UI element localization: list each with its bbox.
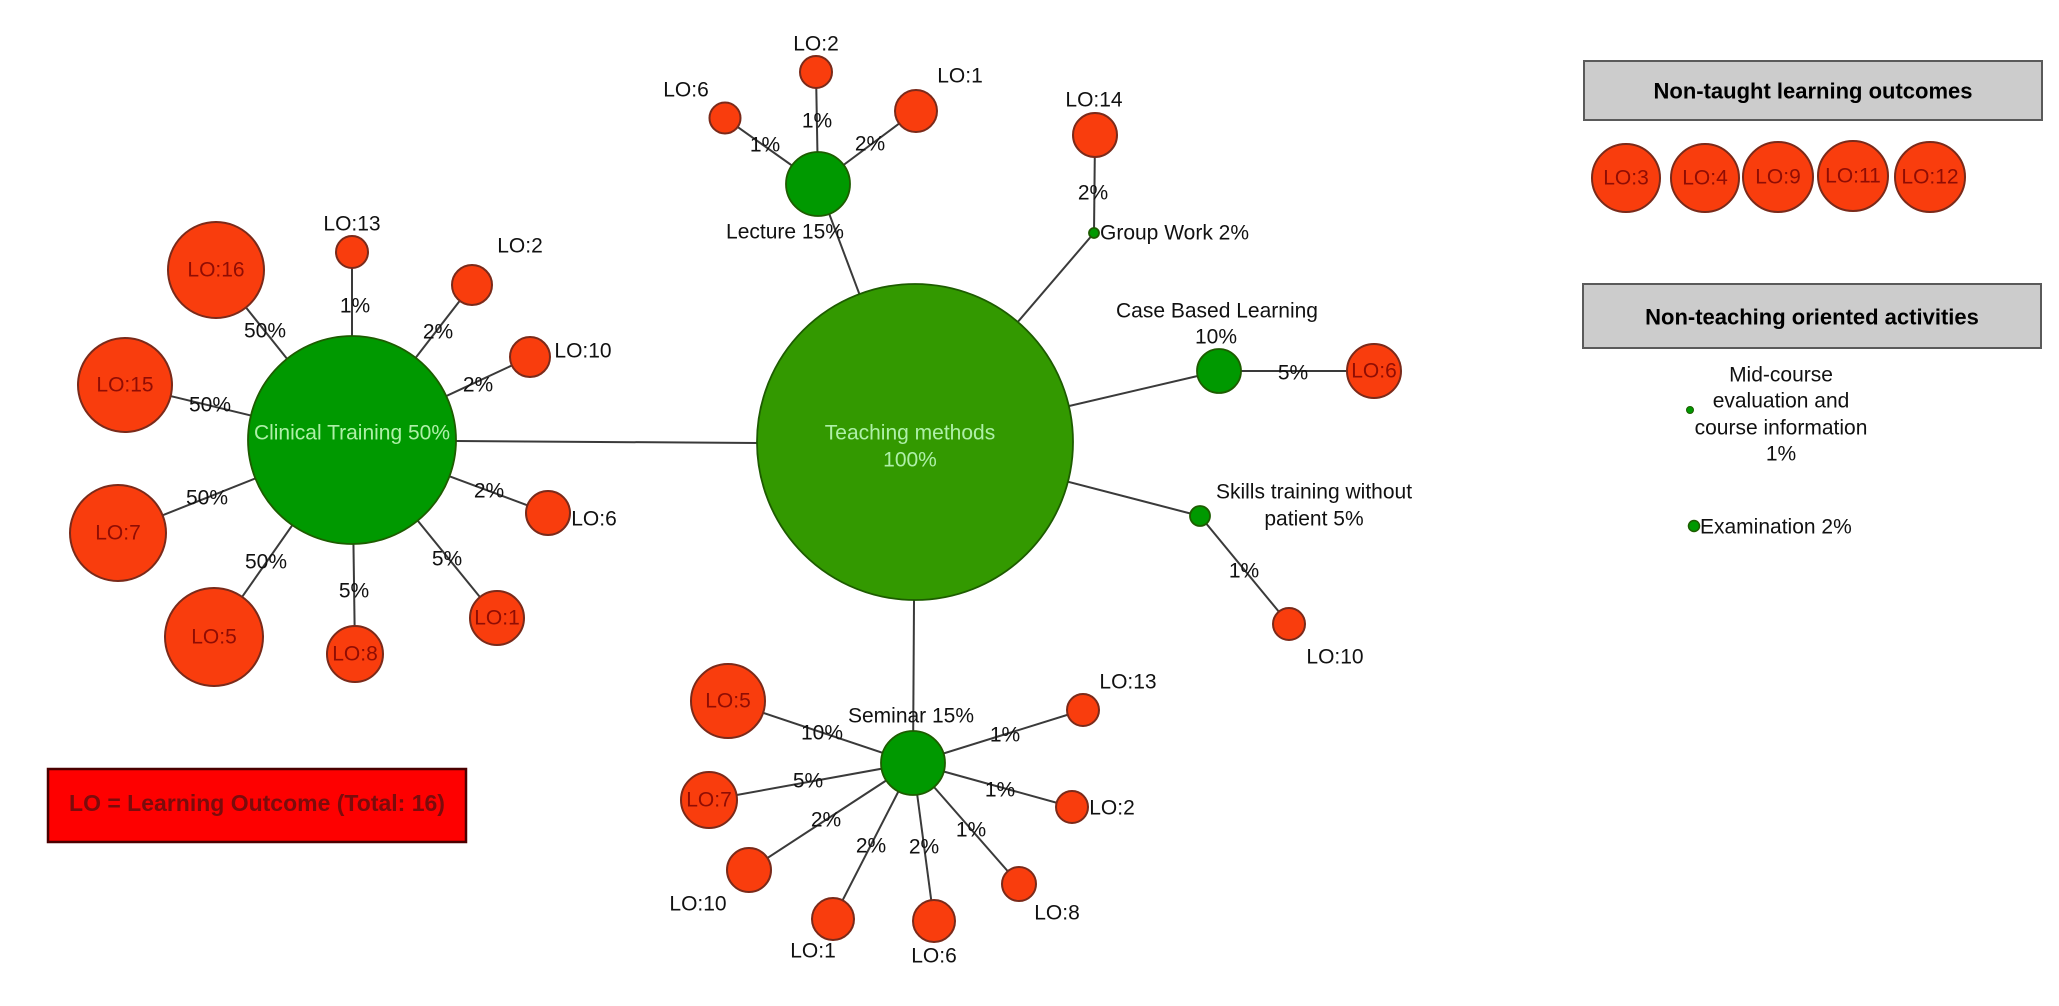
svg-text:2%: 2% (855, 133, 885, 156)
svg-text:course information: course information (1695, 417, 1868, 440)
svg-text:1%: 1% (1229, 560, 1259, 583)
svg-text:LO:10: LO:10 (669, 893, 726, 916)
svg-text:2%: 2% (811, 809, 841, 832)
svg-text:LO:13: LO:13 (323, 213, 380, 236)
svg-text:LO:1: LO:1 (937, 65, 983, 88)
svg-text:100%: 100% (883, 449, 937, 472)
svg-text:Seminar 15%: Seminar 15% (848, 705, 974, 728)
svg-text:LO:2: LO:2 (793, 33, 839, 56)
svg-text:5%: 5% (339, 580, 369, 603)
svg-text:LO:7: LO:7 (95, 522, 141, 545)
svg-text:LO:13: LO:13 (1099, 671, 1156, 694)
svg-text:Skills training without: Skills training without (1216, 481, 1412, 504)
svg-text:1%: 1% (340, 295, 370, 318)
svg-text:1%: 1% (985, 779, 1015, 802)
svg-text:2%: 2% (423, 321, 453, 344)
svg-text:LO:11: LO:11 (1825, 165, 1881, 188)
svg-text:LO:6: LO:6 (1351, 360, 1397, 383)
svg-text:LO:12: LO:12 (1901, 166, 1958, 189)
svg-text:LO:7: LO:7 (686, 789, 732, 812)
svg-text:LO:1: LO:1 (474, 607, 520, 630)
svg-text:LO:4: LO:4 (1682, 167, 1728, 190)
svg-text:Mid-course: Mid-course (1729, 364, 1833, 387)
svg-text:LO:16: LO:16 (187, 259, 244, 282)
svg-text:LO:6: LO:6 (663, 79, 709, 102)
svg-text:2%: 2% (909, 836, 939, 859)
svg-text:Examination 2%: Examination 2% (1700, 516, 1852, 539)
svg-text:Non-taught learning outcomes: Non-taught learning outcomes (1654, 79, 1973, 104)
svg-text:LO:8: LO:8 (1034, 902, 1080, 925)
svg-text:50%: 50% (189, 394, 231, 417)
svg-text:evaluation and: evaluation and (1713, 390, 1850, 413)
svg-text:LO = Learning Outcome (Total:: LO = Learning Outcome (Total: 16) (69, 790, 445, 816)
svg-text:Clinical Training 50%: Clinical Training 50% (254, 422, 450, 445)
svg-text:5%: 5% (1278, 362, 1308, 385)
svg-text:Non-teaching oriented activiti: Non-teaching oriented activities (1645, 305, 1979, 330)
svg-text:LO:5: LO:5 (191, 626, 237, 649)
svg-text:50%: 50% (244, 320, 286, 343)
svg-text:2%: 2% (463, 374, 493, 397)
svg-text:LO:15: LO:15 (96, 374, 153, 397)
svg-text:Case Based Learning: Case Based Learning (1116, 300, 1318, 323)
svg-text:LO:10: LO:10 (554, 340, 611, 363)
svg-text:LO:14: LO:14 (1065, 89, 1123, 112)
svg-text:1%: 1% (956, 819, 986, 842)
svg-text:2%: 2% (474, 480, 504, 503)
svg-text:LO:2: LO:2 (497, 235, 543, 258)
svg-text:2%: 2% (1078, 182, 1108, 205)
svg-text:LO:8: LO:8 (332, 643, 378, 666)
svg-text:10%: 10% (801, 722, 843, 745)
svg-text:LO:1: LO:1 (790, 940, 836, 963)
svg-text:patient 5%: patient 5% (1264, 508, 1363, 531)
svg-text:LO:3: LO:3 (1603, 167, 1649, 190)
svg-text:1%: 1% (750, 134, 780, 157)
svg-text:Group Work 2%: Group Work 2% (1100, 222, 1249, 245)
svg-text:LO:6: LO:6 (911, 945, 957, 968)
svg-text:LO:10: LO:10 (1306, 646, 1363, 669)
svg-text:Teaching methods: Teaching methods (825, 422, 995, 445)
svg-text:1%: 1% (1766, 443, 1796, 466)
svg-text:LO:5: LO:5 (705, 690, 751, 713)
svg-text:1%: 1% (802, 110, 832, 133)
svg-text:10%: 10% (1195, 326, 1237, 349)
svg-text:5%: 5% (793, 770, 823, 793)
svg-text:50%: 50% (186, 487, 228, 510)
svg-text:Lecture 15%: Lecture 15% (726, 221, 844, 244)
svg-text:2%: 2% (856, 835, 886, 858)
svg-text:1%: 1% (990, 724, 1020, 747)
svg-text:LO:9: LO:9 (1755, 166, 1801, 189)
svg-text:5%: 5% (432, 548, 462, 571)
svg-text:LO:2: LO:2 (1089, 797, 1135, 820)
svg-text:LO:6: LO:6 (571, 508, 617, 531)
svg-text:50%: 50% (245, 551, 287, 574)
